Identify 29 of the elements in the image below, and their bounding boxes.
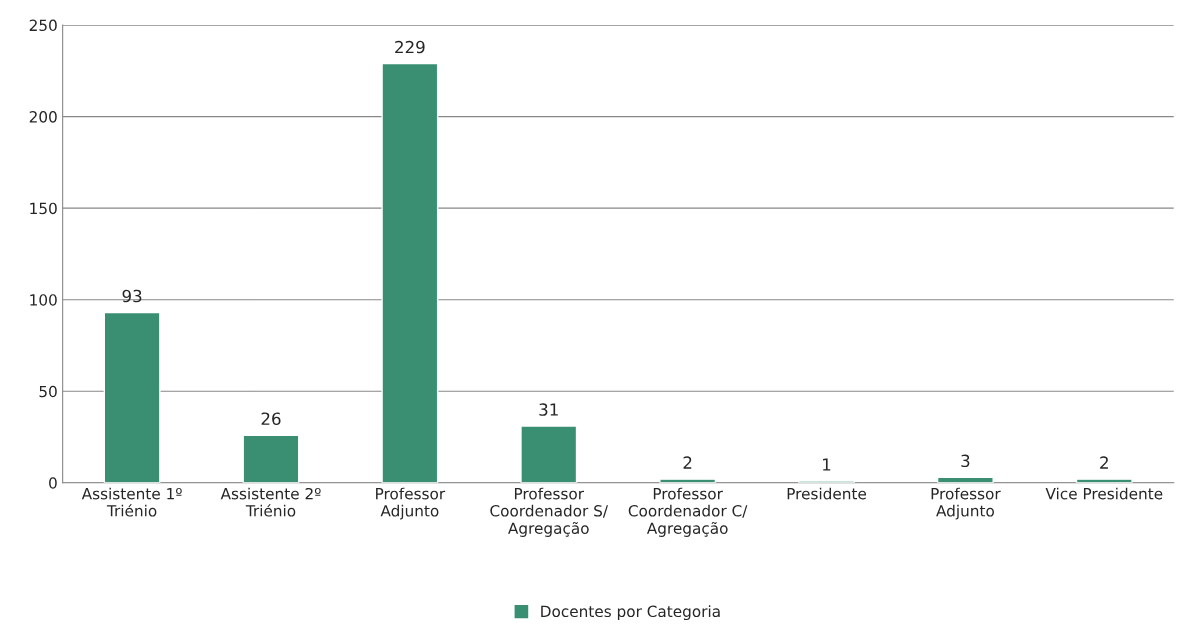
- legend-label: Docentes por Categoria: [541, 605, 720, 621]
- data-label: 2: [683, 456, 692, 469]
- x-tick-label: Assistente 2º Triénio: [220, 487, 321, 517]
- y-tick-label: 200: [29, 111, 57, 123]
- x-tick-label: Professor Coordenador C/ Agregação: [628, 487, 748, 537]
- bar: [520, 425, 578, 483]
- data-label: 93: [122, 289, 142, 303]
- x-tick-label: Assistente 1º Triénio: [81, 487, 182, 517]
- bar: [381, 62, 439, 483]
- x-tick-label: Professor Adjunto: [931, 487, 1001, 520]
- bar: [1075, 478, 1133, 483]
- x-tick-label: Presidente: [787, 487, 867, 500]
- data-label: 2: [1100, 456, 1108, 469]
- y-tick-label: 250: [29, 19, 57, 32]
- y-tick-label: 100: [30, 294, 57, 306]
- data-label: 26: [261, 412, 281, 426]
- x-tick-label: Vice Presidente: [1045, 487, 1163, 500]
- bar: [103, 311, 161, 483]
- data-label: 1: [823, 458, 831, 471]
- bar: [242, 434, 300, 483]
- y-tick-label: 0: [49, 477, 57, 489]
- y-tick-label: 150: [30, 202, 57, 215]
- x-tick-label: Professor Adjunto: [376, 487, 446, 520]
- data-label: 31: [539, 403, 558, 416]
- bar: [659, 478, 717, 483]
- y-tick-label: 50: [39, 385, 57, 398]
- x-tick-label: Professor Coordenador S/ Agregação: [490, 487, 609, 537]
- data-label: 3: [961, 454, 970, 468]
- data-label: 229: [395, 40, 425, 54]
